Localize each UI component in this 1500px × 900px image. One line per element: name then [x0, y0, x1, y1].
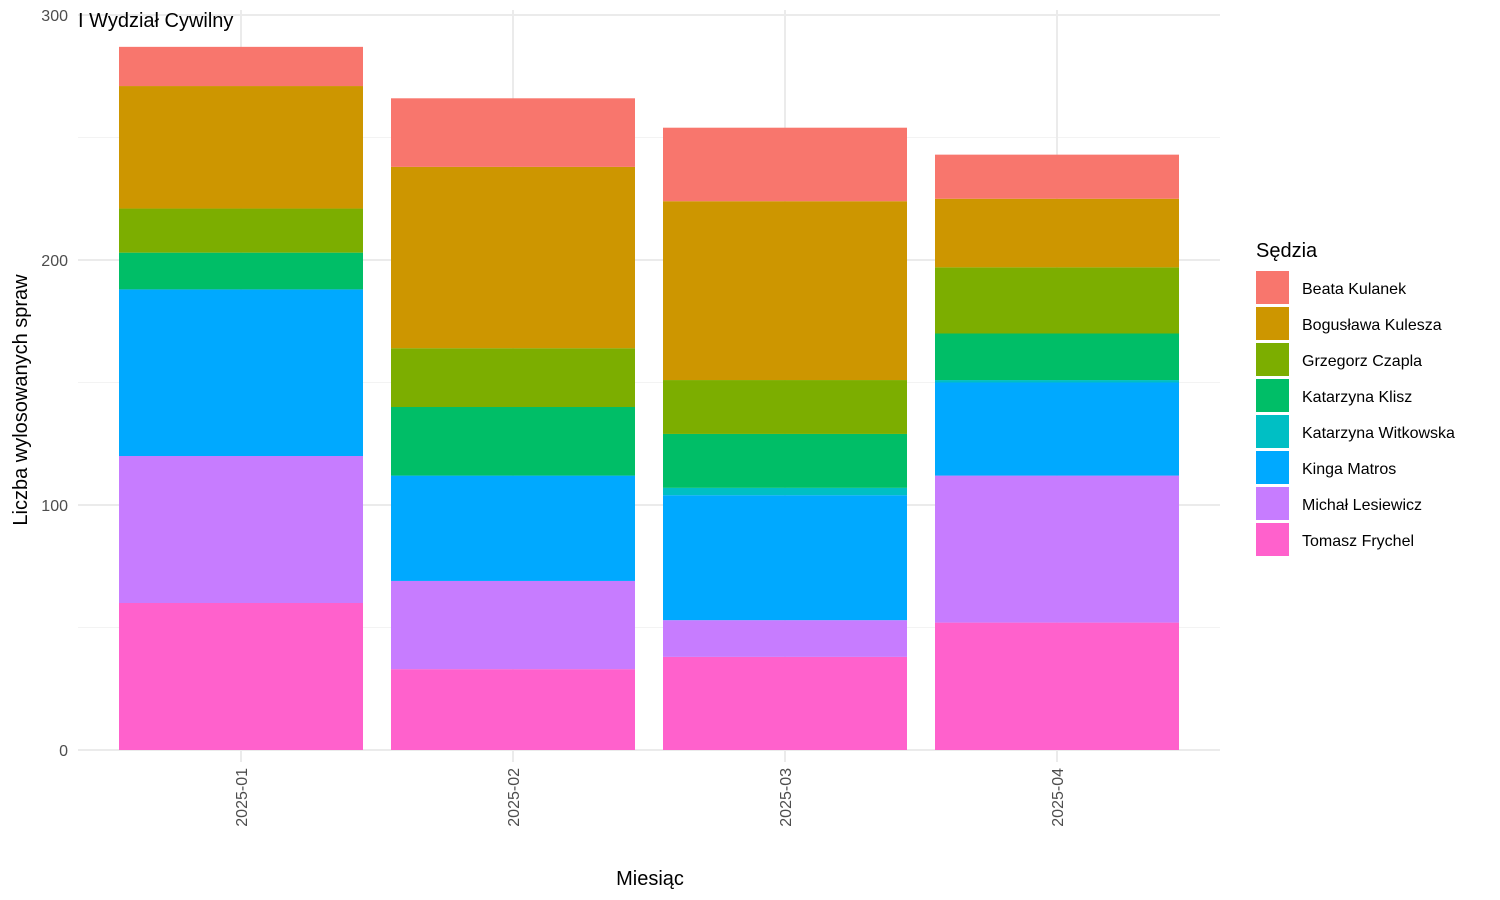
legend-swatch [1256, 343, 1289, 376]
legend-label: Michał Lesiewicz [1302, 497, 1422, 514]
bar-segment [119, 289, 363, 456]
bar-segment [391, 166, 635, 349]
bar-segment [663, 620, 907, 657]
chart-title: I Wydział Cywilny [78, 10, 233, 32]
bar-segment [391, 669, 635, 750]
bar-segment [935, 267, 1179, 334]
bar-segment [663, 201, 907, 381]
bar-segment [391, 98, 635, 167]
legend-label: Tomasz Frychel [1302, 533, 1414, 550]
bar-segment [935, 154, 1179, 199]
bar-segment [119, 252, 363, 290]
legend-swatch [1256, 487, 1289, 520]
legend-label: Katarzyna Witkowska [1302, 425, 1455, 442]
bar-segment [935, 622, 1179, 750]
y-axis-ticks: 0 100 200 300 [41, 8, 68, 760]
legend-label: Beata Kulanek [1302, 281, 1407, 298]
x-tick-label: 2025-04 [1050, 768, 1067, 827]
legend-swatch [1256, 271, 1289, 304]
bar-segment [391, 348, 635, 407]
bar-segment [119, 46, 363, 87]
y-tick-label: 300 [41, 8, 68, 25]
legend-swatch [1256, 307, 1289, 340]
x-tick-label: 2025-03 [778, 768, 795, 827]
bar-segment [391, 475, 635, 581]
bar-segment [391, 580, 635, 670]
legend-label: Kinga Matros [1302, 461, 1396, 478]
bar-segment [935, 475, 1179, 623]
bar-segment [119, 208, 363, 253]
bar-segment [119, 603, 363, 750]
bar-segment [663, 656, 907, 750]
x-tick-label: 2025-01 [234, 768, 251, 827]
y-tick-label: 0 [59, 743, 68, 760]
legend-items: Beata Kulanek Bogusława Kulesza Grzegorz C… [1256, 271, 1455, 556]
bar-segment [663, 127, 907, 202]
legend-swatch [1256, 415, 1289, 448]
bar-segment [663, 487, 907, 496]
x-tick-label: 2025-02 [506, 768, 523, 827]
bar-segment [119, 86, 363, 209]
bar-segment [663, 433, 907, 488]
legend: Sędzia Beata Kulanek Bogusława Kulesza Grz… [1256, 240, 1455, 556]
y-tick-label: 200 [41, 253, 68, 270]
legend-title: Sędzia [1256, 240, 1318, 262]
y-tick-label: 100 [41, 498, 68, 515]
bar-segment [391, 407, 635, 476]
bar-segment [663, 495, 907, 621]
legend-swatch [1256, 379, 1289, 412]
x-axis-title: Miesiąc [616, 868, 684, 890]
legend-label: Katarzyna Klisz [1302, 389, 1412, 406]
legend-label: Bogusława Kulesza [1302, 317, 1442, 334]
bar-segment [119, 456, 363, 603]
x-axis-ticks: 2025-01 2025-02 2025-03 2025-04 [234, 768, 1067, 827]
legend-swatch [1256, 451, 1289, 484]
legend-label: Grzegorz Czapla [1302, 353, 1422, 370]
bar-segment [935, 333, 1179, 381]
y-axis-title: Liczba wylosowanych spraw [10, 274, 32, 526]
bar-segment [663, 380, 907, 434]
bar-segment [935, 382, 1179, 476]
bars [119, 46, 1179, 750]
bar-segment [935, 198, 1179, 268]
bar-segment [935, 380, 1179, 383]
legend-swatch [1256, 523, 1289, 556]
